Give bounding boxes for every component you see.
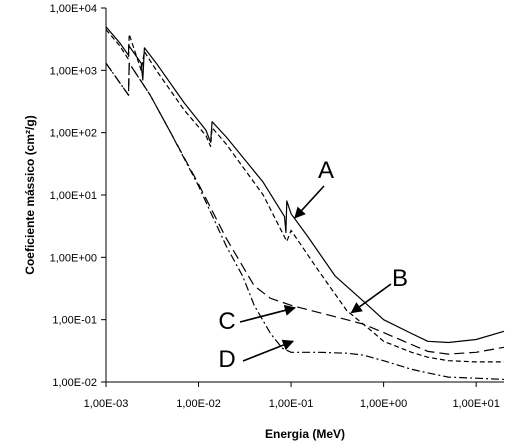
annotation-arrow-b — [350, 283, 392, 314]
annotation-label-b: B — [392, 265, 408, 292]
annotation-arrow-d — [242, 339, 295, 362]
y-axis-ticks: 1,00E-02 1,00E-01 1,00E+00 1,00E+01 1,00E+02… — [50, 3, 106, 389]
annotation-layer: A B CD — [218, 157, 408, 373]
y-tick-label: 1,00E+01 — [50, 190, 97, 202]
series-line-b — [105, 29, 504, 363]
annotation-arrow-c — [239, 304, 296, 323]
y-axis-title: Coeficiente mássico (cm²/g) — [23, 115, 37, 274]
series-layer — [105, 26, 505, 380]
x-tick-label: 1,00E-01 — [269, 398, 314, 410]
x-axis-ticks: 1,00E-03 1,00E-02 1,00E-01 1,00E+00 1,00E+01 — [84, 382, 500, 410]
x-axis-title: Energia (MeV) — [265, 427, 345, 441]
y-tick-label: 1,00E+02 — [50, 128, 97, 140]
y-tick-label: 1,00E+03 — [50, 65, 97, 77]
annotation-arrow-a — [294, 185, 325, 219]
plot-frame — [105, 8, 504, 383]
y-tick-label: 1,00E-02 — [52, 377, 97, 389]
series-line-c — [105, 62, 505, 355]
x-tick-label: 1,00E+01 — [452, 398, 499, 410]
x-tick-label: 1,00E-02 — [176, 398, 221, 410]
series-line-d — [105, 62, 505, 380]
x-tick-label: 1,00E+00 — [360, 398, 407, 410]
annotation-label-c: C — [218, 308, 235, 335]
annotation-label-a: A — [318, 157, 334, 184]
y-tick-label: 1,00E+00 — [50, 252, 97, 264]
annotation-label-d: D — [218, 346, 235, 373]
series-line-a — [105, 26, 505, 344]
x-tick-label: 1,00E-03 — [84, 398, 129, 410]
y-tick-label: 1,00E-01 — [52, 315, 97, 327]
y-tick-label: 1,00E+04 — [50, 3, 97, 15]
